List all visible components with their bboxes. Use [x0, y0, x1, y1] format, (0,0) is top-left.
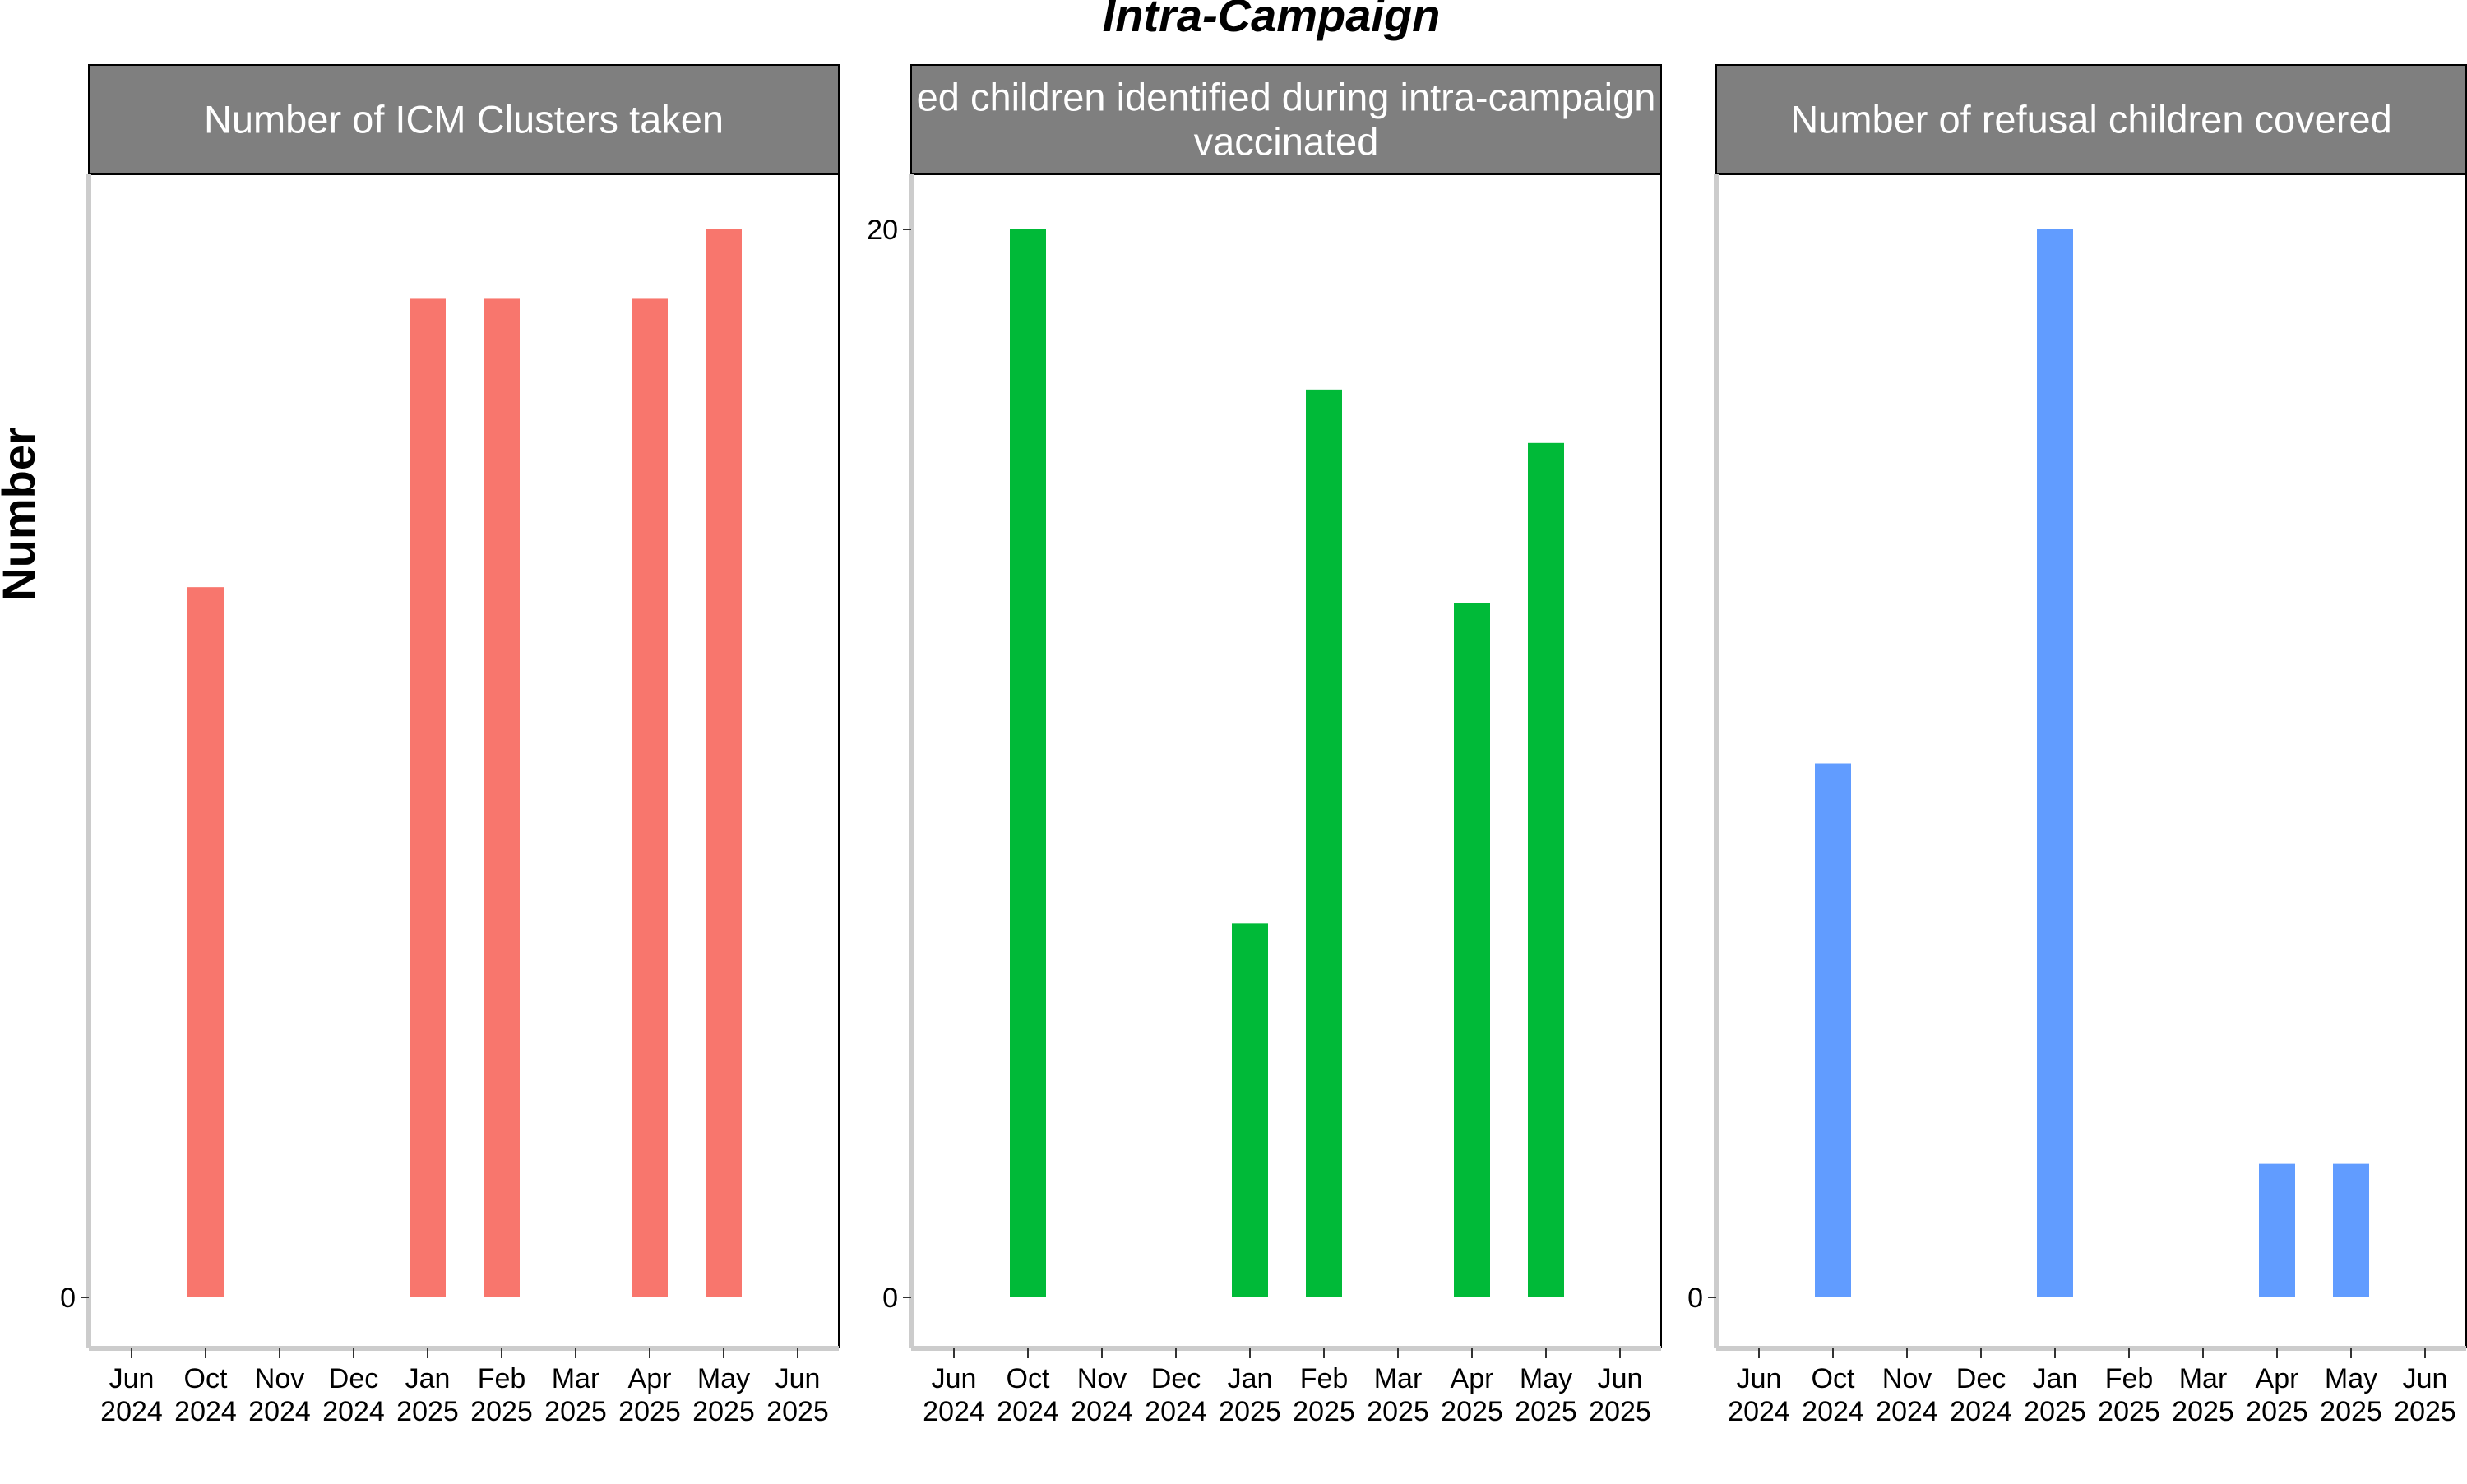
- x-tick-label: 2024: [1728, 1396, 1790, 1427]
- x-tick-label: 2024: [923, 1396, 985, 1427]
- x-tick-label: 2025: [1293, 1396, 1355, 1427]
- x-tick-label: 2025: [1515, 1396, 1577, 1427]
- x-tick-label: Dec: [1956, 1363, 2006, 1394]
- x-tick-label: 2025: [618, 1396, 681, 1427]
- bar-2: [1815, 763, 1851, 1297]
- x-tick-label: 2025: [2098, 1396, 2160, 1427]
- strip-title-line-1: Number of refusal children covered: [1790, 98, 2391, 141]
- bar-9: [1528, 442, 1564, 1297]
- x-tick-label: Feb: [478, 1363, 526, 1394]
- panel-2: ed children identified during intra-camp…: [867, 64, 1662, 1427]
- bar-6: [1306, 389, 1342, 1298]
- x-tick-label: May: [697, 1363, 750, 1394]
- y-tick-label: 0: [882, 1283, 898, 1314]
- x-tick-label: Jun: [932, 1363, 977, 1394]
- x-tick-label: Oct: [1812, 1363, 1855, 1394]
- x-tick-label: Oct: [184, 1363, 228, 1394]
- bar-9: [2333, 1163, 2369, 1297]
- x-tick-label: 2025: [766, 1396, 829, 1427]
- x-tick-label: 2025: [544, 1396, 607, 1427]
- x-tick-label: Nov: [1882, 1363, 1932, 1394]
- x-tick-label: 2024: [1802, 1396, 1864, 1427]
- x-tick-label: Jun: [1598, 1363, 1643, 1394]
- panel-1: Number of ICM Clusters taken0Jun2024Oct2…: [60, 64, 840, 1427]
- y-tick-label: 20: [867, 215, 898, 246]
- x-tick-label: 2025: [2172, 1396, 2234, 1427]
- x-tick-label: Oct: [1007, 1363, 1050, 1394]
- x-tick-label: 2025: [1589, 1396, 1651, 1427]
- x-tick-label: Dec: [1151, 1363, 1201, 1394]
- bar-8: [632, 298, 668, 1297]
- x-tick-label: 2024: [100, 1396, 163, 1427]
- panels: Number of ICM Clusters taken0Jun2024Oct2…: [60, 64, 2467, 1427]
- x-tick-label: 2024: [174, 1396, 237, 1427]
- x-tick-label: 2024: [1071, 1396, 1133, 1427]
- x-tick-label: Jun: [775, 1363, 821, 1394]
- bar-9: [706, 229, 742, 1297]
- x-tick-label: Apr: [1451, 1363, 1494, 1394]
- y-axis-label: Number: [0, 427, 44, 601]
- bar-8: [2259, 1163, 2295, 1297]
- bar-2: [1010, 229, 1046, 1297]
- panel-3: Number of refusal children covered0Jun20…: [1687, 64, 2467, 1427]
- x-tick-label: May: [2325, 1363, 2377, 1394]
- x-tick-label: Nov: [1077, 1363, 1127, 1394]
- bar-2: [187, 587, 224, 1297]
- x-tick-label: Apr: [628, 1363, 672, 1394]
- strip-title-line-1: ed children identified during intra-camp…: [917, 76, 1656, 119]
- x-tick-label: 2025: [470, 1396, 533, 1427]
- strip-background: [1715, 64, 2467, 175]
- x-tick-label: Mar: [1374, 1363, 1423, 1394]
- y-tick-label: 0: [60, 1283, 76, 1314]
- x-tick-label: Jun: [109, 1363, 155, 1394]
- x-tick-label: 2024: [997, 1396, 1059, 1427]
- x-tick-label: May: [1520, 1363, 1572, 1394]
- x-tick-label: 2024: [322, 1396, 385, 1427]
- x-tick-label: Jun: [1737, 1363, 1782, 1394]
- x-tick-label: 2025: [2246, 1396, 2308, 1427]
- x-tick-label: 2024: [1876, 1396, 1938, 1427]
- x-tick-label: 2024: [248, 1396, 311, 1427]
- x-tick-label: Nov: [255, 1363, 304, 1394]
- x-tick-label: Feb: [1300, 1363, 1349, 1394]
- x-tick-label: Apr: [2256, 1363, 2299, 1394]
- bar-5: [410, 298, 446, 1297]
- bar-8: [1454, 603, 1490, 1297]
- x-tick-label: 2024: [1950, 1396, 2012, 1427]
- x-tick-label: 2025: [1367, 1396, 1429, 1427]
- strip-title-line-1: Number of ICM Clusters taken: [204, 98, 724, 141]
- x-tick-label: 2025: [2320, 1396, 2382, 1427]
- x-tick-label: Mar: [2179, 1363, 2228, 1394]
- bar-5: [2037, 229, 2073, 1297]
- x-tick-label: Mar: [552, 1363, 600, 1394]
- x-tick-label: 2025: [396, 1396, 459, 1427]
- x-tick-label: 2025: [692, 1396, 755, 1427]
- x-tick-label: 2025: [1219, 1396, 1281, 1427]
- x-tick-label: 2025: [2394, 1396, 2456, 1427]
- chart-title: Intra-Campaign: [1103, 0, 1441, 41]
- x-tick-label: Feb: [2105, 1363, 2154, 1394]
- strip-background: [88, 64, 840, 175]
- bar-6: [484, 298, 520, 1297]
- y-tick-label: 0: [1687, 1283, 1703, 1314]
- x-tick-label: Jan: [2033, 1363, 2078, 1394]
- x-tick-label: Dec: [329, 1363, 378, 1394]
- x-tick-label: 2024: [1145, 1396, 1207, 1427]
- bar-5: [1232, 923, 1268, 1297]
- x-tick-label: 2025: [2024, 1396, 2086, 1427]
- x-tick-label: Jun: [2403, 1363, 2448, 1394]
- strip-background: [910, 64, 1662, 175]
- x-tick-label: Jan: [405, 1363, 451, 1394]
- x-tick-label: Jan: [1228, 1363, 1273, 1394]
- strip-title-line-2: vaccinated: [1194, 120, 1379, 164]
- x-tick-label: 2025: [1441, 1396, 1503, 1427]
